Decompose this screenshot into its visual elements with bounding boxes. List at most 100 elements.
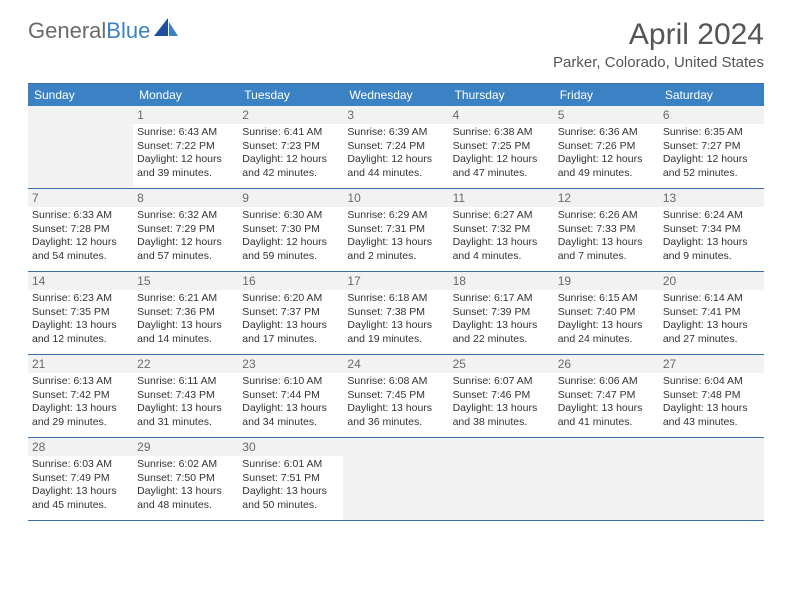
daylight-line1: Daylight: 13 hours <box>137 485 234 499</box>
sunset: Sunset: 7:37 PM <box>242 306 339 320</box>
day-number: 10 <box>343 189 448 207</box>
sunset: Sunset: 7:23 PM <box>242 140 339 154</box>
day-cell: 29 Sunrise: 6:02 AMSunset: 7:50 PMDayligh… <box>133 438 238 520</box>
dow-wed: Wednesday <box>343 84 448 106</box>
sunrise: Sunrise: 6:36 AM <box>558 126 655 140</box>
week-row: 14Sunrise: 6:23 AMSunset: 7:35 PMDayligh… <box>28 272 764 355</box>
day-number: 18 <box>449 272 554 290</box>
sunset: Sunset: 7:29 PM <box>137 223 234 237</box>
daylight-line2: and 12 minutes. <box>32 333 129 347</box>
sunset: Sunset: 7:45 PM <box>347 389 444 403</box>
day-cell: 18Sunrise: 6:17 AMSunset: 7:39 PMDayligh… <box>449 272 554 354</box>
sunrise: Sunrise: 6:10 AM <box>242 375 339 389</box>
daylight-line1: Daylight: 13 hours <box>32 319 129 333</box>
day-number: 14 <box>28 272 133 290</box>
daylight-line1: Daylight: 13 hours <box>137 319 234 333</box>
daylight-line1: Daylight: 13 hours <box>242 319 339 333</box>
sunrise: Sunrise: 6:24 AM <box>663 209 760 223</box>
sunrise: Sunrise: 6:29 AM <box>347 209 444 223</box>
daylight-line2: and 17 minutes. <box>242 333 339 347</box>
day-cell: 11Sunrise: 6:27 AMSunset: 7:32 PMDayligh… <box>449 189 554 271</box>
sunset: Sunset: 7:44 PM <box>242 389 339 403</box>
sunset: Sunset: 7:33 PM <box>558 223 655 237</box>
daylight-line1: Daylight: 13 hours <box>347 402 444 416</box>
daylight-line1: Daylight: 13 hours <box>558 319 655 333</box>
daylight-line2: and 54 minutes. <box>32 250 129 264</box>
sunset: Sunset: 7:50 PM <box>137 472 234 486</box>
sunrise: Sunrise: 6:15 AM <box>558 292 655 306</box>
daylight-line2: and 34 minutes. <box>242 416 339 430</box>
day-cell: 26Sunrise: 6:06 AMSunset: 7:47 PMDayligh… <box>554 355 659 437</box>
sunrise: Sunrise: 6:26 AM <box>558 209 655 223</box>
sunrise: Sunrise: 6:03 AM <box>32 458 129 472</box>
day-cell: 10Sunrise: 6:29 AMSunset: 7:31 PMDayligh… <box>343 189 448 271</box>
day-number: 4 <box>449 106 554 124</box>
week-row: 7Sunrise: 6:33 AMSunset: 7:28 PMDaylight… <box>28 189 764 272</box>
daylight-line1: Daylight: 13 hours <box>137 402 234 416</box>
sunrise: Sunrise: 6:18 AM <box>347 292 444 306</box>
day-cell: 4Sunrise: 6:38 AMSunset: 7:25 PMDaylight… <box>449 106 554 188</box>
day-number: 9 <box>238 189 343 207</box>
sunrise: Sunrise: 6:39 AM <box>347 126 444 140</box>
sunrise: Sunrise: 6:27 AM <box>453 209 550 223</box>
daylight-line1: Daylight: 13 hours <box>558 402 655 416</box>
sunset: Sunset: 7:35 PM <box>32 306 129 320</box>
day-cell: 7Sunrise: 6:33 AMSunset: 7:28 PMDaylight… <box>28 189 133 271</box>
day-cell <box>554 438 659 520</box>
location: Parker, Colorado, United States <box>553 54 764 71</box>
sunrise: Sunrise: 6:11 AM <box>137 375 234 389</box>
day-number: 5 <box>554 106 659 124</box>
daylight-line2: and 44 minutes. <box>347 167 444 181</box>
sunset: Sunset: 7:31 PM <box>347 223 444 237</box>
sunrise: Sunrise: 6:14 AM <box>663 292 760 306</box>
daylight-line1: Daylight: 12 hours <box>137 236 234 250</box>
sunrise: Sunrise: 6:20 AM <box>242 292 339 306</box>
daylight-line2: and 47 minutes. <box>453 167 550 181</box>
dow-row: Sunday Monday Tuesday Wednesday Thursday… <box>28 84 764 106</box>
sunrise: Sunrise: 6:02 AM <box>137 458 234 472</box>
sunrise: Sunrise: 6:33 AM <box>32 209 129 223</box>
day-number: 12 <box>554 189 659 207</box>
sunset: Sunset: 7:46 PM <box>453 389 550 403</box>
daylight-line1: Daylight: 13 hours <box>242 402 339 416</box>
day-number: 29 <box>133 438 238 456</box>
day-cell: 20Sunrise: 6:14 AMSunset: 7:41 PMDayligh… <box>659 272 764 354</box>
title-block: April 2024 Parker, Colorado, United Stat… <box>553 18 764 71</box>
day-number: 15 <box>133 272 238 290</box>
daylight-line2: and 52 minutes. <box>663 167 760 181</box>
day-number: 13 <box>659 189 764 207</box>
day-cell: 24Sunrise: 6:08 AMSunset: 7:45 PMDayligh… <box>343 355 448 437</box>
sunset: Sunset: 7:34 PM <box>663 223 760 237</box>
sunset: Sunset: 7:36 PM <box>137 306 234 320</box>
daylight-line1: Daylight: 12 hours <box>137 153 234 167</box>
day-cell: 3Sunrise: 6:39 AMSunset: 7:24 PMDaylight… <box>343 106 448 188</box>
sunset: Sunset: 7:22 PM <box>137 140 234 154</box>
daylight-line1: Daylight: 13 hours <box>453 402 550 416</box>
daylight-line2: and 45 minutes. <box>32 499 129 513</box>
sunset: Sunset: 7:41 PM <box>663 306 760 320</box>
daylight-line2: and 4 minutes. <box>453 250 550 264</box>
daylight-line2: and 49 minutes. <box>558 167 655 181</box>
day-cell <box>449 438 554 520</box>
day-number: 17 <box>343 272 448 290</box>
daylight-line1: Daylight: 12 hours <box>242 236 339 250</box>
daylight-line2: and 29 minutes. <box>32 416 129 430</box>
daylight-line1: Daylight: 13 hours <box>242 485 339 499</box>
daylight-line2: and 42 minutes. <box>242 167 339 181</box>
daylight-line2: and 2 minutes. <box>347 250 444 264</box>
sunrise: Sunrise: 6:35 AM <box>663 126 760 140</box>
sunrise: Sunrise: 6:21 AM <box>137 292 234 306</box>
daylight-line1: Daylight: 13 hours <box>663 236 760 250</box>
logo-part2: Blue <box>106 18 150 44</box>
sunset: Sunset: 7:40 PM <box>558 306 655 320</box>
day-cell: 27Sunrise: 6:04 AMSunset: 7:48 PMDayligh… <box>659 355 764 437</box>
logo: GeneralBlue <box>28 18 180 44</box>
sunrise: Sunrise: 6:32 AM <box>137 209 234 223</box>
sunrise: Sunrise: 6:07 AM <box>453 375 550 389</box>
sunset: Sunset: 7:26 PM <box>558 140 655 154</box>
daylight-line2: and 57 minutes. <box>137 250 234 264</box>
daylight-line2: and 9 minutes. <box>663 250 760 264</box>
dow-thu: Thursday <box>449 84 554 106</box>
daylight-line1: Daylight: 13 hours <box>453 319 550 333</box>
sunrise: Sunrise: 6:30 AM <box>242 209 339 223</box>
